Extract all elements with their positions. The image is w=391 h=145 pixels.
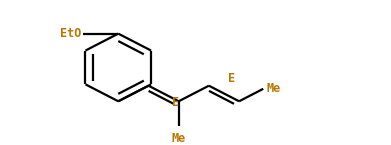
Text: E: E [228, 72, 235, 85]
Text: Me: Me [172, 132, 186, 145]
Text: Me: Me [266, 82, 280, 95]
Text: EtO: EtO [60, 27, 81, 40]
Text: E: E [172, 96, 179, 109]
